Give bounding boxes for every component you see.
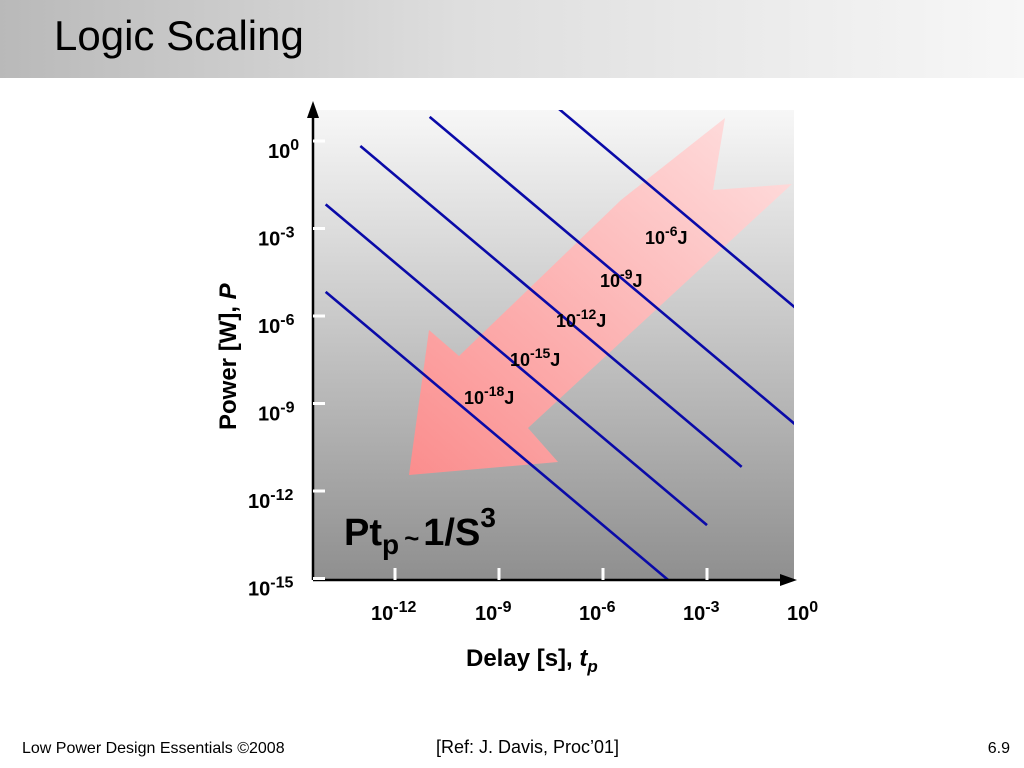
scaling-law-annotation: Ptp ~1/S3 <box>344 502 496 560</box>
scaling-arrow <box>409 118 792 475</box>
slide-title: Logic Scaling <box>54 12 304 59</box>
y-ticks: 100 10-3 10-6 10-9 10-12 10-15 <box>248 137 325 601</box>
y-tick-label: 100 <box>268 137 299 163</box>
series-line-m12 <box>359 145 743 468</box>
series-label-m18: 10-18J <box>464 383 514 408</box>
x-tick-label: 10-9 <box>475 599 512 625</box>
x-tick-label: 10-12 <box>371 599 416 625</box>
x-axis-title: Delay [s], tp <box>466 645 598 676</box>
x-ticks: 10-12 10-9 10-6 10-3 100 <box>371 568 818 625</box>
y-tick-label: 10-3 <box>258 225 295 251</box>
y-tick-label: 10-15 <box>248 575 293 601</box>
footer-copyright: Low Power Design Essentials ©2008 <box>22 740 285 757</box>
y-tick-label: 10-12 <box>248 487 293 513</box>
series-line-m18 <box>324 290 671 580</box>
series-label-m15: 10-15J <box>510 345 560 370</box>
series-line-m9 <box>428 115 794 426</box>
series-line-m15 <box>324 203 708 527</box>
series-label-m12: 10-12J <box>556 306 606 331</box>
series-line-m6 <box>558 110 794 309</box>
series-label-m6: 10-6J <box>645 223 688 248</box>
page-number: 6.9 <box>987 740 1010 757</box>
x-axis-arrowhead <box>780 574 797 586</box>
y-tick-label: 10-6 <box>258 312 295 338</box>
x-tick-label: 100 <box>787 599 818 625</box>
series-label-m9: 10-9J <box>600 266 643 291</box>
y-axis-title: Power [W], P <box>215 282 242 430</box>
y-tick-label: 10-9 <box>258 400 295 426</box>
title-bar <box>0 0 1024 78</box>
x-tick-label: 10-6 <box>579 599 616 625</box>
x-tick-label: 10-3 <box>683 599 720 625</box>
series-lines <box>324 110 794 580</box>
footer-reference: [Ref: J. Davis, Proc’01] <box>436 737 620 757</box>
y-axis-arrowhead <box>307 101 319 118</box>
